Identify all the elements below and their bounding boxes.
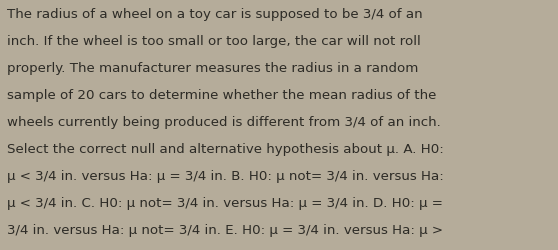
Text: wheels currently being produced is different from 3/4 of an inch.: wheels currently being produced is diffe… [7,116,441,128]
Text: inch. If the wheel is too small or too large, the car will not roll: inch. If the wheel is too small or too l… [7,34,421,48]
Text: sample of 20 cars to determine whether the mean radius of the: sample of 20 cars to determine whether t… [7,88,436,102]
Text: μ < 3/4 in. C. H0: μ not= 3/4 in. versus Ha: μ = 3/4 in. D. H0: μ =: μ < 3/4 in. C. H0: μ not= 3/4 in. versus… [7,196,443,209]
Text: μ < 3/4 in. versus Ha: μ = 3/4 in. B. H0: μ not= 3/4 in. versus Ha:: μ < 3/4 in. versus Ha: μ = 3/4 in. B. H0… [7,170,444,182]
Text: 3/4 in. versus Ha: μ not= 3/4 in. E. H0: μ = 3/4 in. versus Ha: μ >: 3/4 in. versus Ha: μ not= 3/4 in. E. H0:… [7,224,443,236]
Text: Select the correct null and alternative hypothesis about μ. A. H0:: Select the correct null and alternative … [7,142,444,156]
Text: The radius of a wheel on a toy car is supposed to be 3/4 of an: The radius of a wheel on a toy car is su… [7,8,423,20]
Text: properly. The manufacturer measures the radius in a random: properly. The manufacturer measures the … [7,62,418,74]
